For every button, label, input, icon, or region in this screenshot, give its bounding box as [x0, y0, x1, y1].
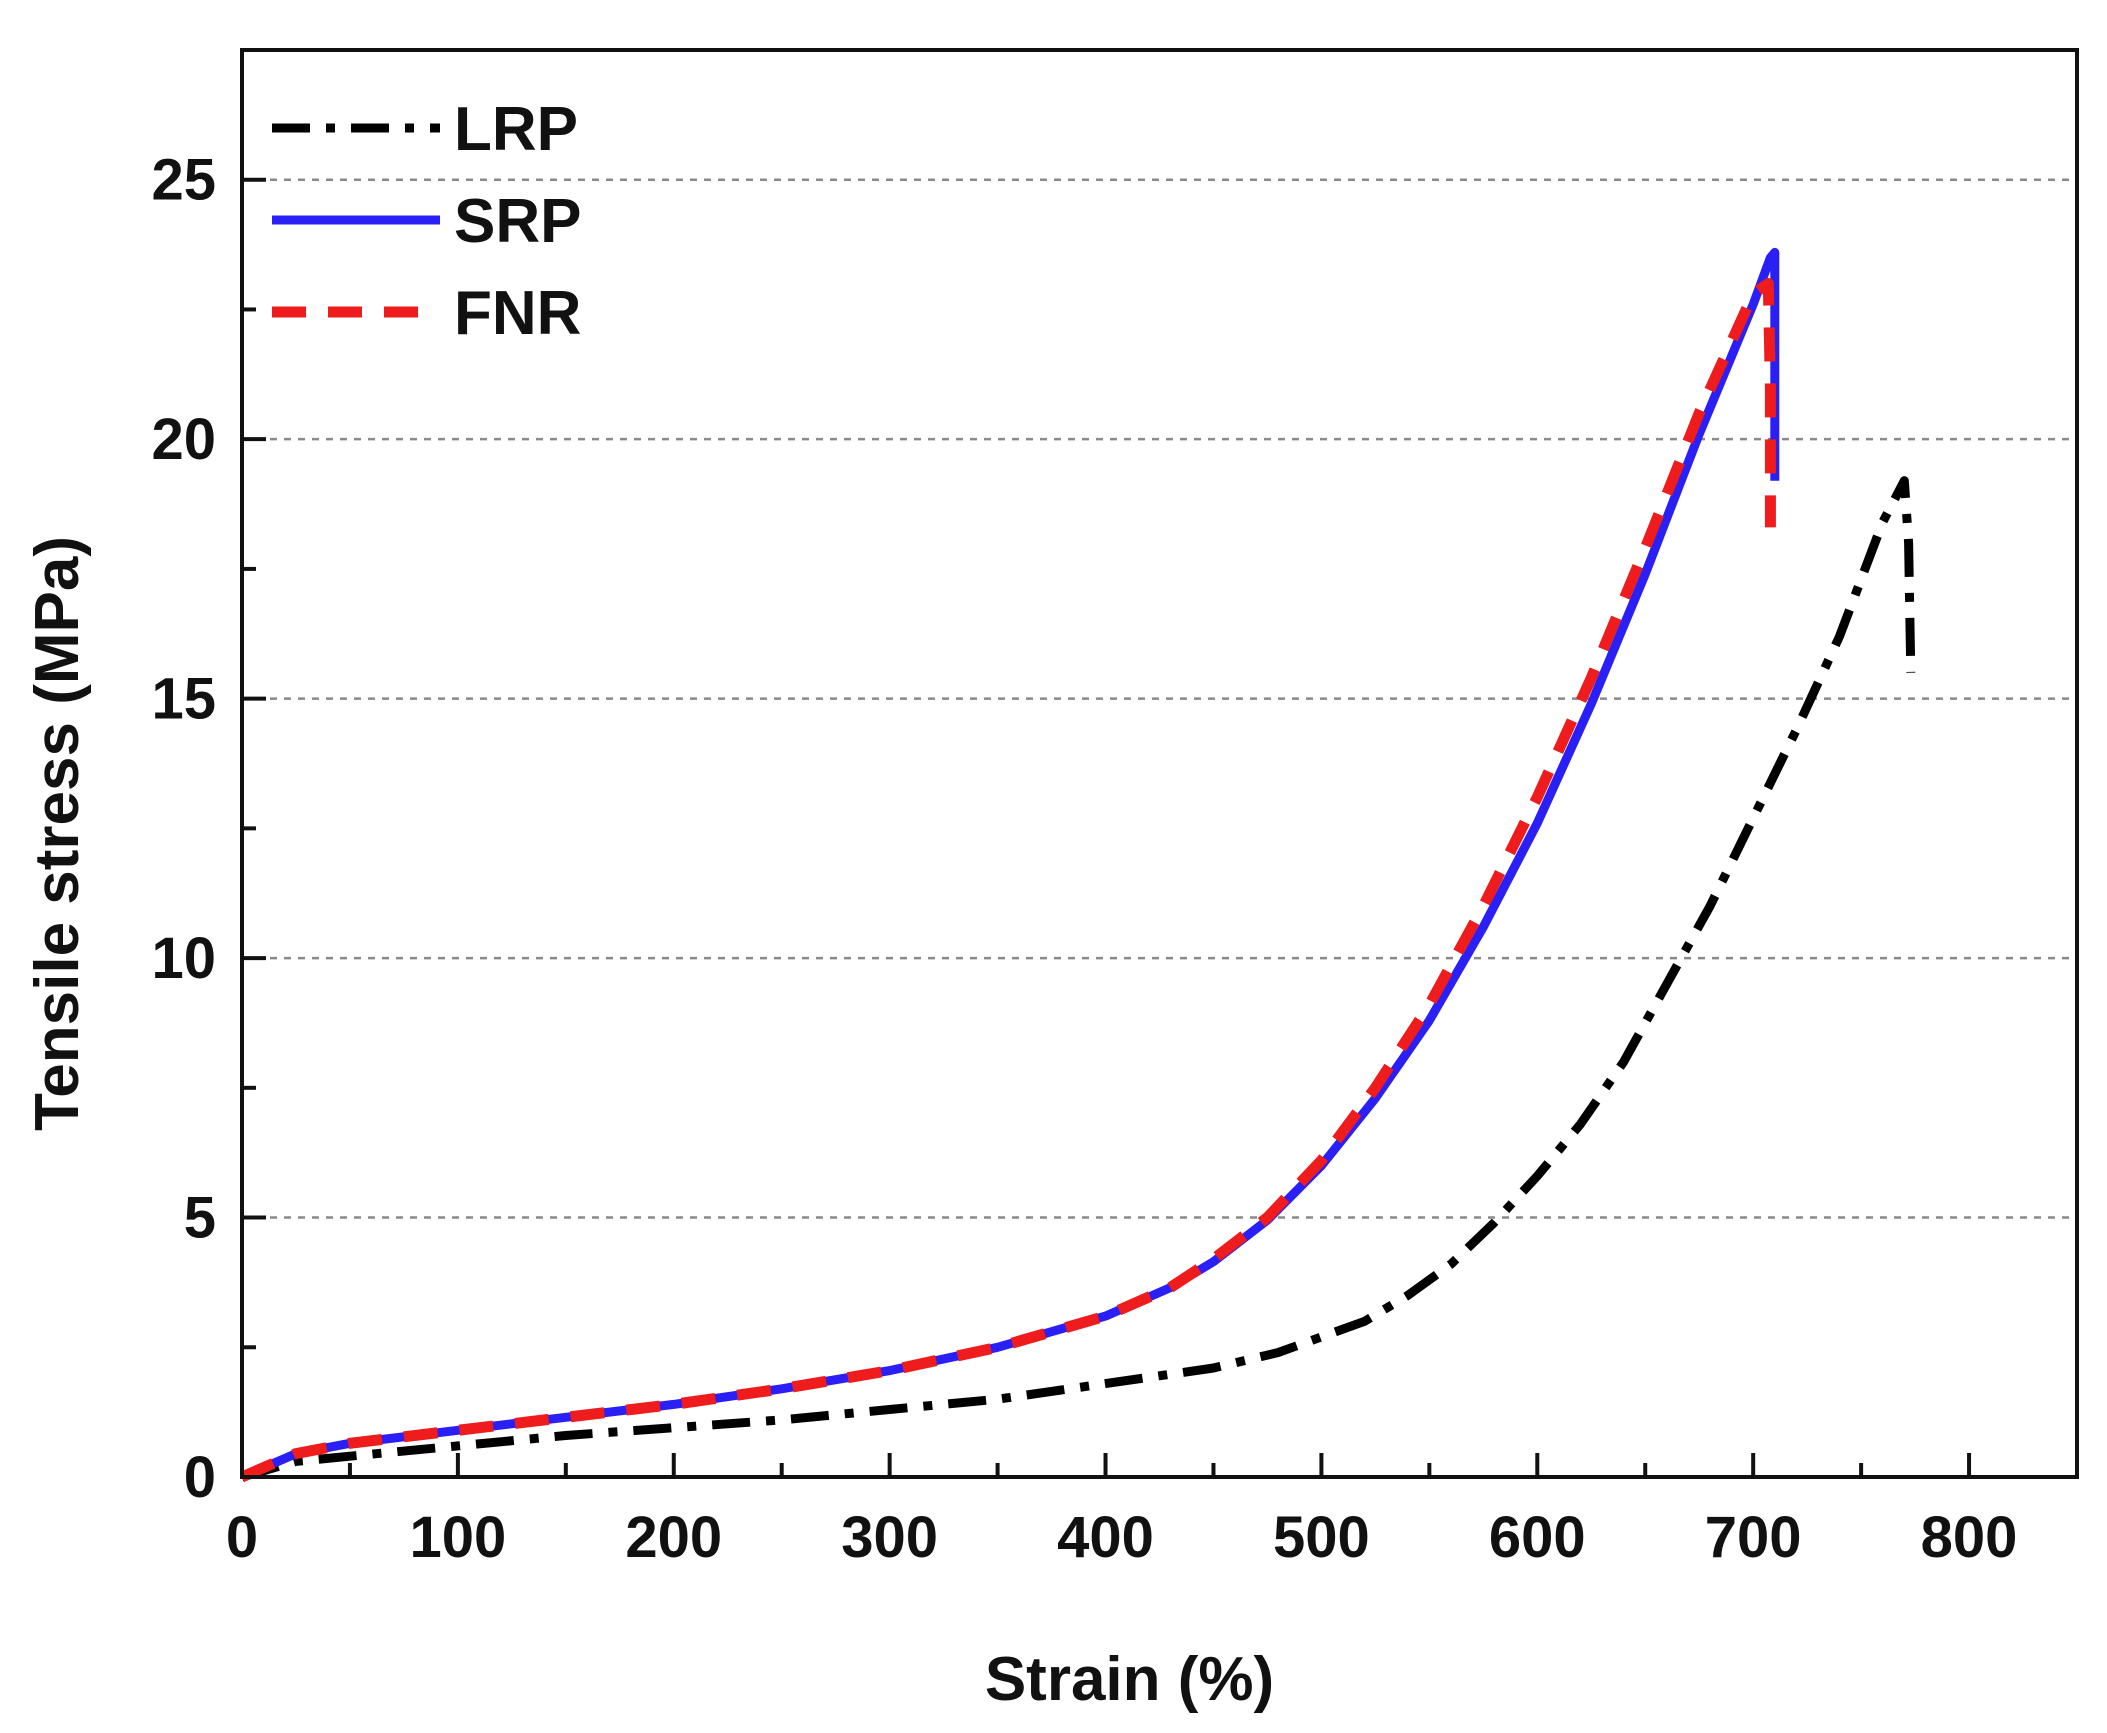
y-tick-label-0: 0: [184, 1445, 216, 1510]
legend-item-lrp: LRP: [272, 95, 578, 164]
x-axis-title: Strain (%): [985, 1645, 1274, 1714]
x-tick-label-600: 600: [1489, 1505, 1586, 1570]
y-axis-title: Tensile stress (MPa): [23, 536, 92, 1131]
series-line-lrp: [240, 476, 1916, 1482]
x-tick-label-500: 500: [1273, 1505, 1370, 1570]
x-tick-label-300: 300: [841, 1505, 938, 1570]
y-tick-label-25: 25: [151, 148, 216, 213]
legend-item-fnr: FNR: [272, 279, 581, 348]
series-lines: [239, 247, 1916, 1483]
plot-frame: [240, 48, 2079, 1479]
legend-label-fnr: FNR: [454, 279, 581, 348]
x-tick-label-400: 400: [1057, 1505, 1154, 1570]
x-tick-label-700: 700: [1705, 1505, 1802, 1570]
legend: LRP SRP FNR: [272, 95, 581, 348]
legend-label-srp: SRP: [454, 187, 581, 256]
x-tick-label-800: 800: [1921, 1505, 2018, 1570]
legend-label-lrp: LRP: [454, 95, 578, 164]
y-tick-labels: 0 5 10 15 20 25: [151, 148, 216, 1510]
series-line-fnr: [239, 278, 1776, 1483]
x-tick-label-0: 0: [226, 1505, 258, 1570]
axis-ticks: [240, 48, 2079, 1479]
y-tick-label-20: 20: [151, 407, 216, 472]
x-tick-labels: 0 100 200 300 400 500 600 700 800: [226, 1505, 2018, 1570]
series-line-srp: [240, 247, 1780, 1482]
y-tick-label-5: 5: [184, 1186, 216, 1251]
y-tick-label-10: 10: [151, 926, 216, 991]
x-tick-label-100: 100: [409, 1505, 506, 1570]
legend-item-srp: SRP: [272, 187, 581, 256]
x-tick-label-200: 200: [625, 1505, 722, 1570]
y-tick-label-15: 15: [151, 667, 216, 732]
